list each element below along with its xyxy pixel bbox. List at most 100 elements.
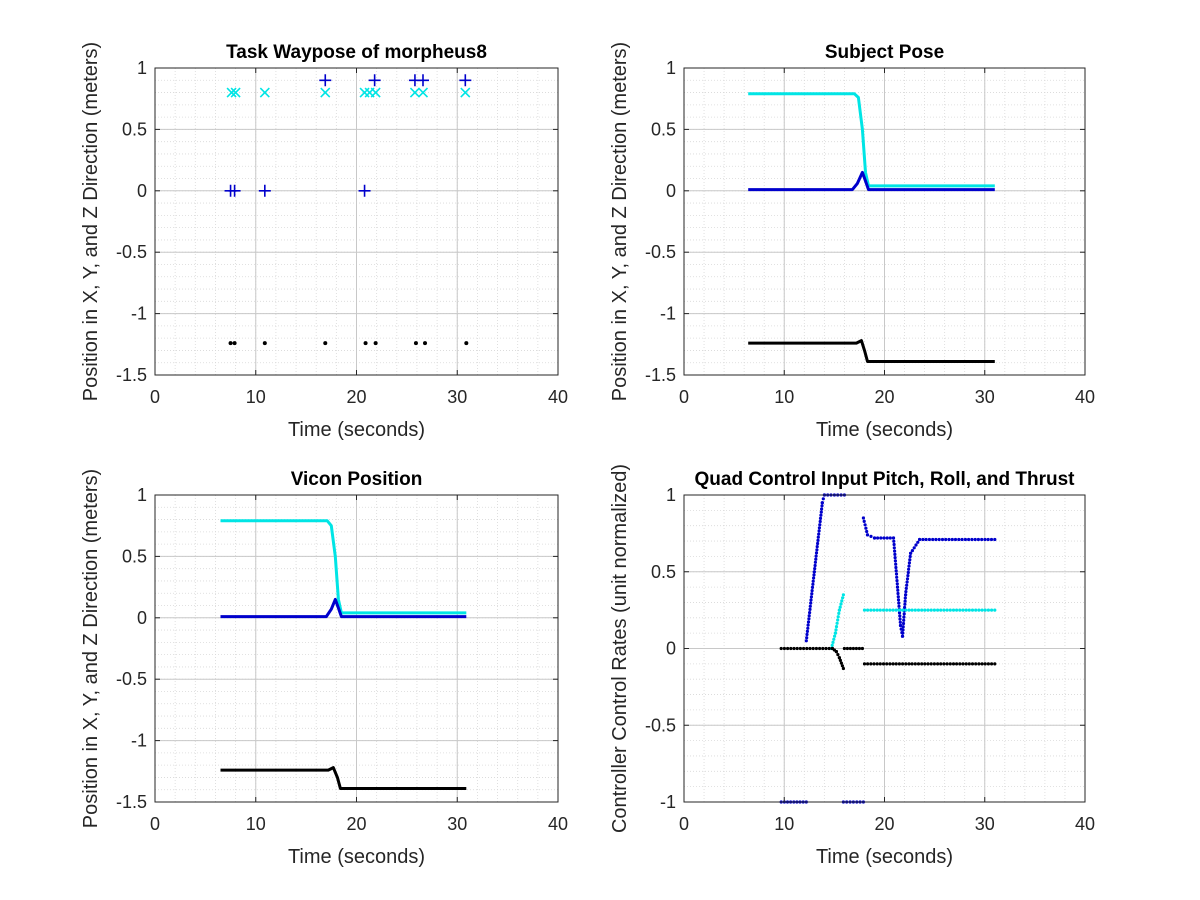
series-dot-blue: [967, 537, 971, 542]
x-tick-label: 20: [874, 814, 894, 834]
series-dot-blue: [806, 623, 810, 627]
y-tick-label: -0.5: [116, 242, 147, 262]
marker-plus: [459, 74, 472, 87]
x-tick-label: 30: [447, 814, 467, 834]
series-dot-cyan: [990, 608, 994, 612]
series-dot-blue: [983, 537, 987, 542]
series-dot-blue: [864, 526, 868, 530]
series-dot-blue: [901, 628, 905, 632]
series-dot-blue: [910, 549, 915, 553]
series-dot-blue: [805, 629, 810, 634]
marker-x: [409, 87, 421, 98]
chart-title: Quad Control Input Pitch, Roll, and Thru…: [695, 469, 1076, 490]
series-dot-blue: [869, 534, 873, 539]
series-dot-blue: [863, 523, 867, 527]
series-dot-blue: [921, 537, 925, 542]
series-dot-black: [945, 662, 949, 666]
series-dot-blue: [816, 538, 820, 543]
series-dot-blue: [810, 592, 814, 596]
series-dot-blue: [811, 582, 815, 586]
series-dot-blue: [896, 598, 901, 602]
series-dot-blue: [865, 533, 870, 537]
marker-x: [370, 87, 381, 98]
y-tick-label: 1: [137, 58, 147, 78]
data-marks: [748, 92, 995, 363]
series-dot-blue: [907, 561, 912, 565]
series-dot-blue: [876, 536, 880, 540]
chart-title: Subject Pose: [825, 42, 944, 63]
series-dot-cyan: [872, 608, 876, 612]
series-dot-blue: [811, 579, 815, 583]
x-tick-label: 10: [774, 387, 794, 407]
series-dot-blue: [896, 588, 900, 592]
series-dot-blue: [820, 501, 824, 505]
series-dot-blue: [904, 590, 908, 594]
series-dot-blue: [872, 536, 877, 540]
series-dot-blue: [944, 537, 948, 542]
series-dot-blue: [895, 575, 899, 579]
series-dot-blue: [806, 620, 811, 624]
series-dot-blue: [950, 537, 954, 542]
series-dot-black: [845, 646, 850, 651]
marker-plus: [319, 74, 332, 87]
series-dot-black: [929, 662, 933, 666]
series-dot-cyan: [897, 608, 902, 612]
series-dot-black: [841, 666, 846, 671]
series-dot-cyan: [885, 608, 889, 612]
series-dot-cyan: [841, 593, 846, 597]
series-dot-cyan: [881, 608, 886, 612]
series-dot-blue: [814, 551, 819, 555]
x-tick-label: 10: [246, 814, 266, 834]
series-dot-blue: [901, 625, 905, 629]
series-dot-blue: [813, 560, 818, 564]
data-marks: [224, 74, 472, 346]
series-dot-blue: [893, 552, 897, 557]
series-dot-black: [967, 662, 971, 666]
series-dot-cyan: [964, 608, 968, 612]
series-dot-black: [958, 662, 962, 666]
series-dot-black: [839, 661, 844, 665]
series-dot-black: [837, 656, 842, 660]
series-dot-blue: [914, 543, 918, 547]
series-dot-blue: [907, 564, 911, 568]
x-tick-label: 10: [774, 814, 794, 834]
x-axis-label: Time (seconds): [816, 419, 953, 441]
series-dot-blue: [940, 537, 945, 542]
marker-plus: [258, 184, 271, 197]
series-dot-black: [842, 646, 847, 651]
series-dot-cyan: [831, 640, 835, 645]
series-dot-cyan: [840, 599, 844, 603]
series-dot-cyan: [837, 611, 841, 616]
series-dot-black: [910, 662, 914, 666]
series-dot-cyan: [837, 608, 842, 612]
series-dot-cyan: [834, 628, 838, 632]
series-dot-cyan: [832, 637, 836, 641]
y-tick-label: 0.5: [122, 546, 147, 566]
series-dot-cyan: [993, 608, 997, 612]
series-dot-blue: [812, 573, 816, 577]
series-dot-blue: [906, 574, 910, 578]
y-tick-label: 0: [666, 639, 676, 659]
series-dot-blue: [908, 554, 912, 559]
y-tick-label: 0: [137, 181, 147, 201]
series-dot-black: [854, 646, 859, 651]
series-dot-cyan: [955, 608, 959, 612]
series-dot-cyan: [920, 608, 924, 612]
series-dot-blue: [892, 546, 896, 550]
series-dot-blue: [806, 626, 810, 630]
series-dot-cyan: [986, 608, 991, 612]
series-dot-blue: [809, 601, 813, 605]
series-dot-blue: [986, 537, 990, 542]
marker-dot: [423, 341, 428, 346]
series-dot-blue: [916, 540, 920, 544]
y-axis-label: Position in X, Y, and Z Direction (meter…: [80, 42, 102, 401]
series-dot-blue: [904, 593, 908, 597]
series-dot-cyan: [838, 605, 842, 609]
marker-dot: [413, 341, 418, 346]
series-dot-cyan: [891, 608, 895, 612]
x-tick-label: 40: [548, 814, 568, 834]
series-dot-blue: [993, 537, 997, 542]
y-tick-label: -0.5: [116, 669, 147, 689]
chart-title: Task Waypose of morpheus8: [226, 42, 487, 63]
series-dot-blue: [960, 537, 964, 542]
